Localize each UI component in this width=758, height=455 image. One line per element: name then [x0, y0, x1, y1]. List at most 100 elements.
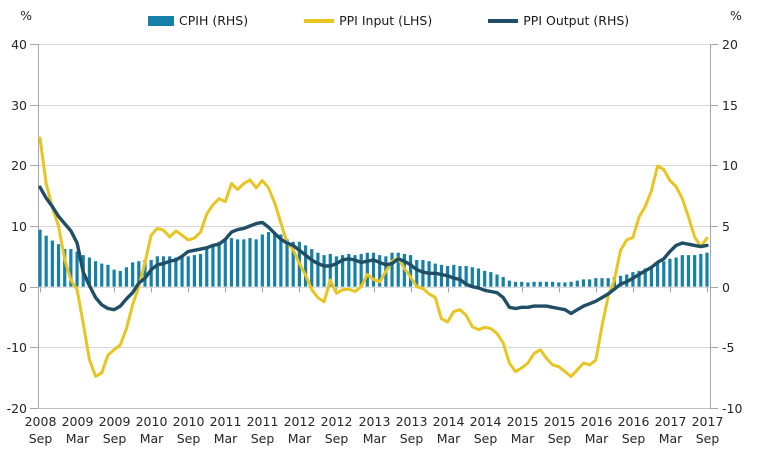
bar	[415, 259, 419, 287]
bar	[310, 249, 314, 287]
bar	[285, 239, 289, 287]
x-tick-month: Sep	[103, 431, 127, 446]
bar	[180, 256, 184, 287]
left-axis-tick-label: 40	[11, 37, 27, 52]
left-axis-tick-label: -10	[7, 340, 27, 355]
bar	[464, 266, 468, 287]
bar	[161, 256, 166, 287]
x-tick-year: 2016	[581, 414, 613, 429]
bar	[236, 239, 240, 287]
bar	[575, 280, 579, 287]
bar	[662, 261, 666, 287]
bar	[217, 241, 221, 287]
bar	[390, 252, 394, 287]
x-tick-month: Mar	[66, 431, 90, 446]
bar	[371, 252, 376, 287]
x-tick-month: Sep	[696, 431, 720, 446]
x-tick-month: Sep	[474, 431, 498, 446]
right-axis-tick-label: 10	[722, 158, 738, 173]
right-axis-tick-label: 20	[722, 37, 738, 52]
x-tick-month: Mar	[437, 431, 461, 446]
bar	[557, 282, 561, 287]
bar	[38, 229, 42, 287]
ppi-output-swatch-icon	[488, 18, 519, 23]
bar	[507, 280, 511, 287]
x-tick-year: 2010	[173, 414, 205, 429]
bar	[186, 256, 190, 287]
cpih-bars	[38, 229, 709, 287]
chart-legend: CPIH (RHS) PPI Input (LHS) PPI Output (R…	[148, 13, 629, 28]
bar	[470, 267, 474, 287]
bar	[359, 253, 363, 287]
bar	[551, 281, 555, 287]
bar	[75, 251, 79, 287]
ppi-output-line	[38, 185, 709, 316]
x-tick-month: Mar	[363, 431, 387, 446]
bar	[334, 256, 339, 287]
legend-label-ppi-input: PPI Input (LHS)	[339, 13, 433, 28]
bar	[44, 235, 48, 287]
bar	[347, 253, 351, 287]
bar	[476, 268, 481, 287]
bar	[532, 281, 536, 287]
bar	[458, 266, 462, 287]
x-tick-month: Sep	[622, 431, 646, 446]
bar	[606, 278, 610, 287]
bar	[229, 238, 234, 287]
x-tick-year: 2009	[99, 414, 131, 429]
bar	[266, 232, 271, 287]
x-tick-year: 2011	[247, 414, 279, 429]
x-tick-year: 2009	[62, 414, 94, 429]
legend-item-ppi-output: PPI Output (RHS)	[488, 13, 629, 28]
x-tick-year: 2010	[136, 414, 168, 429]
x-tick-month: Sep	[325, 431, 349, 446]
bar	[618, 275, 623, 287]
left-axis-tick-label: 0	[19, 280, 27, 295]
bar	[192, 255, 196, 287]
x-tick-month: Sep	[548, 431, 572, 446]
x-tick-year: 2015	[507, 414, 539, 429]
bar	[699, 253, 703, 287]
x-axis-labels: 2008 Sep 2009 Mar 2009 Sep 2010 Mar 2010 Sep 2011 M…	[25, 414, 724, 446]
bar	[260, 234, 264, 287]
legend-item-ppi-input: PPI Input (LHS)	[304, 13, 432, 28]
bar	[328, 253, 332, 287]
x-tick-month: Sep	[29, 431, 53, 446]
bar	[655, 263, 660, 287]
x-tick-month: Mar	[140, 431, 164, 446]
bar	[303, 245, 308, 287]
x-tick-year: 2016	[618, 414, 650, 429]
bar	[316, 252, 320, 287]
bar	[686, 255, 691, 287]
bar	[353, 255, 357, 287]
bar	[588, 279, 592, 287]
right-axis-labels: 20 15 10 5 0 -5 -10	[722, 37, 742, 416]
bar	[649, 266, 654, 287]
bar	[56, 244, 61, 287]
x-tick-year: 2013	[359, 414, 391, 429]
x-tick-month: Mar	[288, 431, 312, 446]
x-tick-year: 2014	[433, 414, 465, 429]
bar	[137, 261, 141, 287]
x-tick-year: 2017	[655, 414, 687, 429]
bar	[322, 255, 326, 287]
left-axis-tick-label: 30	[11, 98, 27, 113]
bar	[396, 252, 400, 287]
bar	[254, 239, 258, 287]
bar	[408, 255, 413, 287]
right-axis-tick-label: -10	[722, 401, 742, 416]
gridlines	[38, 44, 710, 409]
bar	[93, 261, 98, 287]
x-tick-year: 2012	[284, 414, 316, 429]
bar	[594, 278, 598, 287]
bar	[124, 267, 129, 287]
x-tick-year: 2011	[210, 414, 242, 429]
bar	[483, 270, 487, 287]
bar	[223, 239, 227, 287]
bar	[563, 282, 567, 287]
bar	[279, 234, 283, 287]
ppi-input-line	[38, 136, 709, 378]
x-tick-month: Mar	[659, 431, 683, 446]
bar	[495, 274, 499, 287]
